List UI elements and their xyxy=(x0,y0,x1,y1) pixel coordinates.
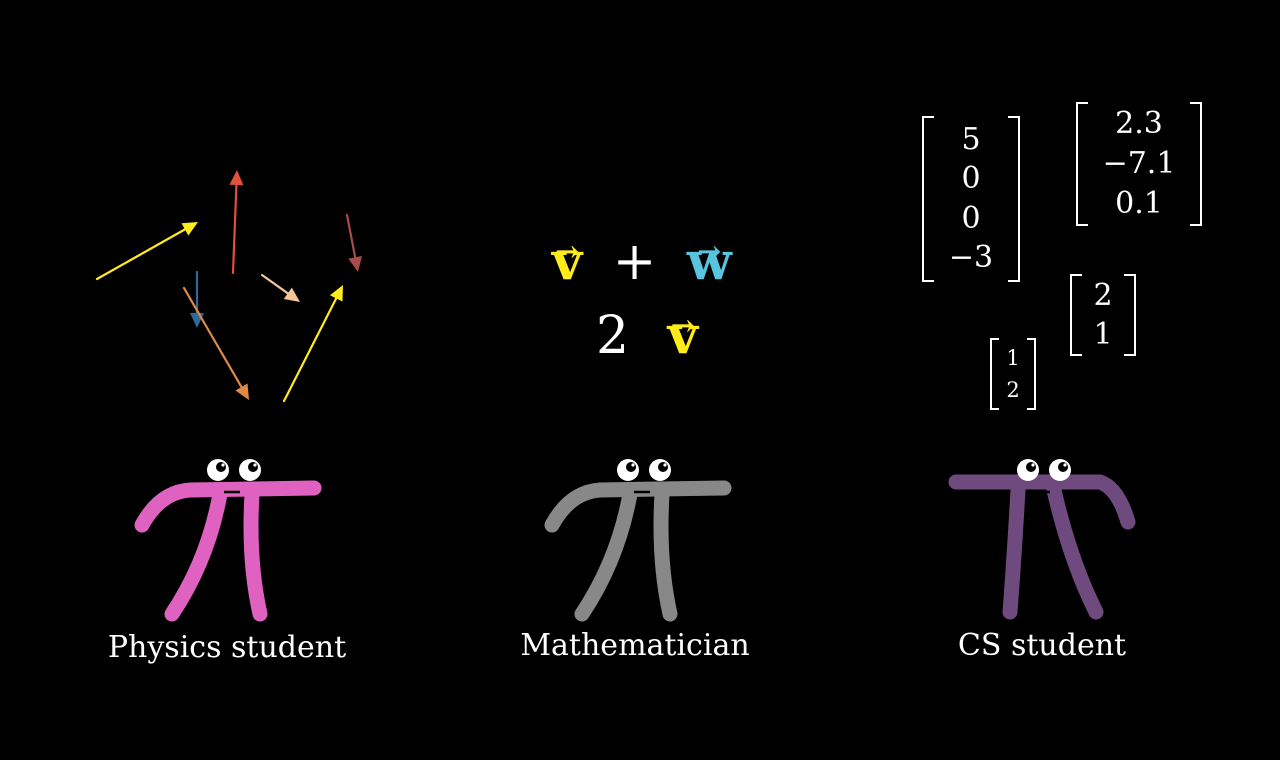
caption-physics-student: Physics student xyxy=(107,630,347,665)
scalar-product-expression: 2 → v xyxy=(596,306,698,367)
vector-w: → w xyxy=(687,232,732,292)
vector-arrow-icon: → xyxy=(670,308,695,343)
left-bracket xyxy=(990,338,999,410)
caption-cs-student: CS student xyxy=(957,628,1127,663)
matrix-entry: 0 xyxy=(961,200,981,236)
yellow-arrow-long xyxy=(282,285,343,403)
vector-v-scaled: → v xyxy=(668,306,698,366)
maroon-arrow xyxy=(345,213,363,272)
matrix-entry: 2 xyxy=(1093,277,1113,313)
matrix-entry: 2 xyxy=(1006,377,1020,402)
orange-arrow xyxy=(182,286,249,400)
matrix-entry: 1 xyxy=(1006,345,1020,370)
scalar-two: 2 xyxy=(596,306,630,366)
matrix-entry: 5 xyxy=(961,121,981,157)
left-bracket xyxy=(922,116,934,282)
column-vector-3d: 2.3 −7.1 0.1 xyxy=(1076,102,1202,226)
vector-arrow-icon: → xyxy=(697,234,722,269)
cs-pi-creature xyxy=(948,459,1136,620)
physics-arrows xyxy=(95,170,363,403)
eye-icon xyxy=(239,459,261,481)
peach-arrow xyxy=(260,273,300,302)
vector-v: → v xyxy=(552,232,582,292)
plus-sign: + xyxy=(612,232,657,292)
physics-pi-creature xyxy=(134,459,322,622)
eye-icon xyxy=(1017,459,1039,481)
yellow-arrow xyxy=(95,222,198,281)
matrix-entry: 0 xyxy=(961,161,981,197)
eye-icon xyxy=(1049,459,1071,481)
red-arrow xyxy=(229,170,244,275)
eye-icon xyxy=(617,459,639,481)
caption-mathematician: Mathematician xyxy=(520,628,750,663)
mathematician-pi-creature xyxy=(544,459,732,622)
vector-arrow-icon: → xyxy=(555,234,580,269)
right-bracket xyxy=(1008,116,1020,282)
pi-creatures xyxy=(134,459,1136,622)
column-vector-4d: 5 0 0 −3 xyxy=(922,116,1020,282)
matrix-entry: −3 xyxy=(948,240,994,276)
eye-icon xyxy=(649,459,671,481)
column-vector-2d: 2 1 xyxy=(1070,274,1136,356)
matrix-entry: −7.1 xyxy=(1102,146,1176,181)
column-vector-2d-small: 1 2 xyxy=(990,338,1036,410)
matrix-entry: 0.1 xyxy=(1115,186,1163,221)
right-bracket xyxy=(1124,274,1136,356)
vector-sum-expression: → v + → w xyxy=(552,232,732,293)
right-bracket xyxy=(1190,102,1202,226)
matrix-entry: 1 xyxy=(1093,316,1113,352)
eye-icon xyxy=(207,459,229,481)
left-bracket xyxy=(1076,102,1088,226)
matrix-entry: 2.3 xyxy=(1115,106,1163,141)
right-bracket xyxy=(1027,338,1036,410)
left-bracket xyxy=(1070,274,1082,356)
